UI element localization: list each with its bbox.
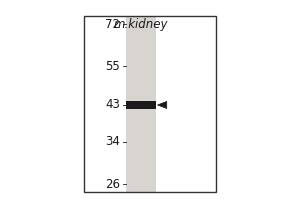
Text: 72: 72 — [105, 18, 120, 30]
Text: 34: 34 — [105, 135, 120, 148]
Text: 43: 43 — [105, 98, 120, 111]
Bar — [126, 16, 156, 192]
Bar — [84, 16, 216, 192]
Text: 26: 26 — [105, 178, 120, 190]
Bar — [126, 101, 156, 109]
Text: 55: 55 — [105, 60, 120, 73]
Polygon shape — [158, 101, 167, 108]
Text: m.kidney: m.kidney — [114, 18, 168, 31]
